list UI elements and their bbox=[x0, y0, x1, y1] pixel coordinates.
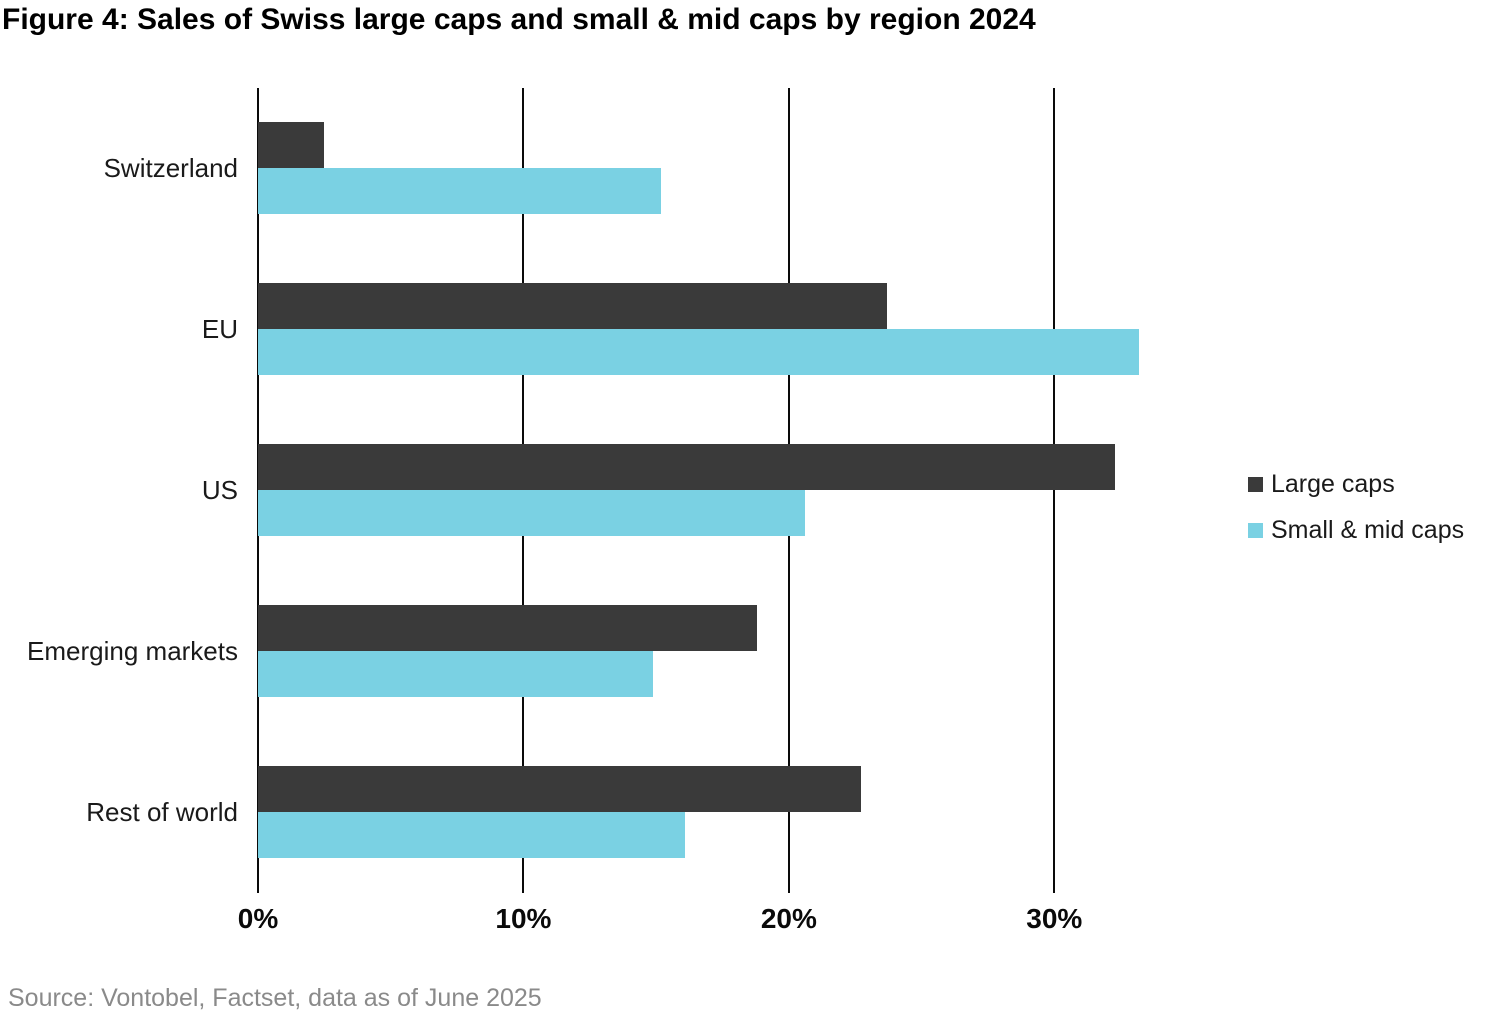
category-label-us: US bbox=[201, 475, 238, 505]
legend-swatch-icon bbox=[1248, 522, 1263, 538]
bar-group-rest-of-world bbox=[258, 732, 1187, 893]
category-label-eu: EU bbox=[201, 314, 238, 344]
x-axis: 0% 10% 20% 30% bbox=[238, 903, 1187, 943]
bar-group-eu bbox=[258, 249, 1187, 410]
legend-label: Large caps bbox=[1271, 469, 1395, 498]
gridline-30% bbox=[1053, 88, 1056, 893]
bar-group-us bbox=[258, 410, 1187, 571]
category-axis: Switzerland EU US Emerging markets Rest of w… bbox=[0, 88, 238, 893]
source-note: Source: Vontobel, Factset, data as of Ju… bbox=[8, 984, 542, 1012]
x-tick-label-30%: 30% bbox=[1026, 903, 1083, 934]
category-label-rest-of-world: Rest of world bbox=[86, 797, 238, 827]
bar-small-mid-caps bbox=[258, 651, 654, 697]
bar-large-caps bbox=[258, 444, 1116, 490]
legend-item-large-caps: Large caps bbox=[1248, 470, 1464, 498]
bar-small-mid-caps bbox=[258, 168, 662, 214]
bar-small-mid-caps bbox=[258, 490, 805, 536]
bar-large-caps bbox=[258, 766, 861, 812]
bar-large-caps bbox=[258, 122, 325, 168]
legend: Large caps Small & mid caps bbox=[1248, 470, 1464, 562]
bar-group-switzerland bbox=[258, 88, 1187, 249]
legend-swatch-icon bbox=[1248, 476, 1263, 492]
bar-large-caps bbox=[258, 605, 757, 651]
bar-group-emerging-markets bbox=[258, 571, 1187, 732]
x-tick-label-20%: 20% bbox=[760, 903, 817, 934]
category-label-emerging-markets: Emerging markets bbox=[27, 636, 238, 666]
x-tick-label-10%: 10% bbox=[495, 903, 552, 934]
plot-area bbox=[257, 88, 1187, 893]
legend-label: Small & mid caps bbox=[1271, 515, 1465, 544]
category-label-switzerland: Switzerland bbox=[103, 153, 238, 183]
bar-small-mid-caps bbox=[258, 812, 686, 858]
bar-small-mid-caps bbox=[258, 329, 1140, 375]
bar-large-caps bbox=[258, 283, 888, 329]
chart-title: Figure 4: Sales of Swiss large caps and … bbox=[2, 3, 1036, 36]
x-tick-label-0%: 0% bbox=[237, 903, 279, 934]
legend-item-small-mid-caps: Small & mid caps bbox=[1248, 516, 1464, 544]
